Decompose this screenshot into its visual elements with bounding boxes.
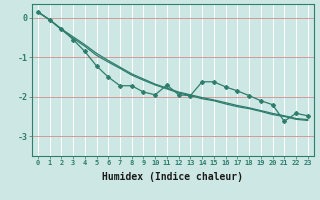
X-axis label: Humidex (Indice chaleur): Humidex (Indice chaleur) bbox=[102, 172, 243, 182]
